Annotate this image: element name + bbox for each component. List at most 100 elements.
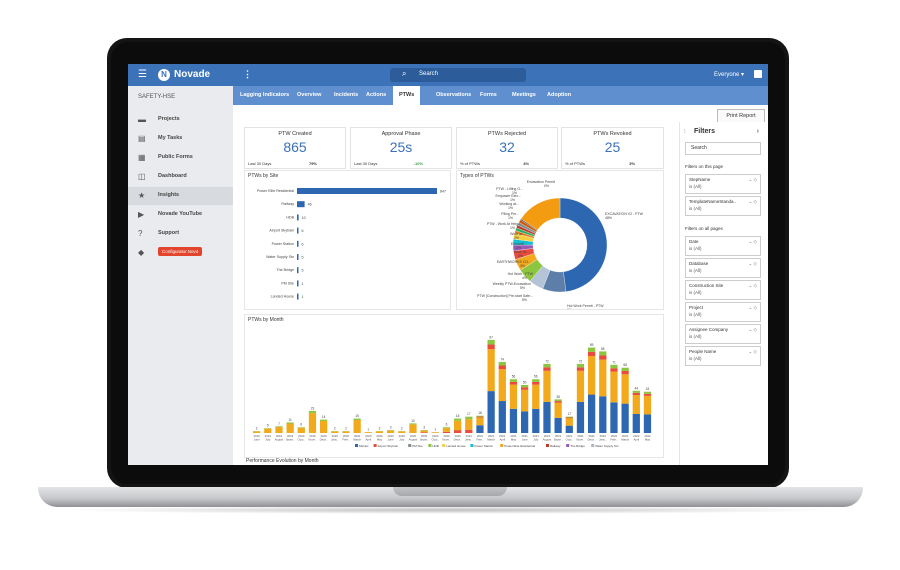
month-bar-segment[interactable] — [521, 385, 529, 388]
month-bar-segment[interactable] — [565, 416, 573, 418]
month-bar-segment[interactable] — [297, 427, 305, 428]
month-bar-segment[interactable] — [532, 379, 540, 382]
month-bar-segment[interactable] — [275, 426, 283, 433]
month-bar-segment[interactable] — [465, 419, 473, 430]
user-icon[interactable] — [754, 70, 762, 78]
filter-options-icon[interactable]: ⌄ ◇ — [748, 305, 757, 310]
month-bar-segment[interactable] — [554, 401, 562, 403]
sidebar-item-insights[interactable]: ★ Insights — [128, 187, 233, 205]
sidebar-item-support[interactable]: ? Support — [128, 225, 233, 243]
sidebar-item-my-tasks[interactable]: ▤ My Tasks — [128, 130, 233, 148]
search-bar[interactable]: ⌕ Search — [390, 68, 526, 82]
sidebar-item-public-forms[interactable]: ▦ Public Forms — [128, 149, 233, 167]
month-bar-segment[interactable] — [632, 390, 640, 393]
month-bar-segment[interactable] — [543, 370, 551, 402]
month-bar-segment[interactable] — [599, 351, 607, 356]
month-bar-segment[interactable] — [420, 430, 428, 433]
month-bar-segment[interactable] — [532, 408, 540, 433]
site-bar[interactable] — [297, 188, 437, 194]
month-bar-segment[interactable] — [632, 392, 640, 395]
month-bar-segment[interactable] — [509, 381, 518, 385]
month-bar-segment[interactable] — [442, 431, 451, 433]
month-bar-segment[interactable] — [588, 351, 596, 357]
tab-incidents[interactable]: Incidents — [334, 92, 359, 98]
month-bar-segment[interactable] — [364, 432, 372, 433]
month-bar-segment[interactable] — [554, 402, 562, 418]
month-bar-segment[interactable] — [554, 399, 562, 402]
month-bar-segment[interactable] — [454, 430, 462, 433]
filter-options-icon[interactable]: ⌄ ◇ — [748, 349, 757, 354]
month-bar-segment[interactable] — [532, 384, 540, 409]
month-bar-segment[interactable] — [320, 419, 328, 421]
month-bar-segment[interactable] — [498, 369, 506, 402]
site-bar[interactable] — [297, 267, 299, 274]
month-bar-segment[interactable] — [476, 415, 484, 417]
site-bar[interactable] — [297, 227, 299, 234]
filter-options-icon[interactable]: ⌄ ◇ — [748, 261, 757, 266]
filter-card[interactable]: People Name is (All) ⌄ ◇ — [685, 346, 761, 366]
month-bar-segment[interactable] — [621, 367, 629, 371]
month-bar-segment[interactable] — [521, 411, 529, 433]
sidebar-item-novade-youtube[interactable]: ▶ Novade YouTube — [128, 206, 233, 224]
menu-icon[interactable]: ☰ — [138, 69, 147, 80]
month-bar-segment[interactable] — [353, 418, 361, 421]
month-bar-segment[interactable] — [487, 391, 495, 433]
month-bar-segment[interactable] — [476, 425, 484, 433]
print-report-button[interactable]: Print Report — [717, 109, 765, 123]
month-bar-segment[interactable] — [610, 368, 618, 372]
month-bar-segment[interactable] — [554, 417, 562, 433]
month-bar-segment[interactable] — [543, 363, 551, 368]
month-bar-segment[interactable] — [610, 364, 618, 369]
user-selector[interactable]: Everyone ▾ — [714, 72, 745, 78]
month-bar-segment[interactable] — [308, 413, 317, 433]
month-bar-segment[interactable] — [576, 401, 585, 433]
month-bar-segment[interactable] — [509, 408, 518, 433]
month-bar-segment[interactable] — [509, 379, 518, 382]
collapse-filters-icon[interactable]: › — [756, 128, 759, 135]
month-bar-segment[interactable] — [643, 393, 652, 396]
month-bar-segment[interactable] — [599, 396, 607, 433]
filter-card[interactable]: Date is (All) ⌄ ◇ — [685, 236, 761, 256]
month-bar-segment[interactable] — [253, 431, 261, 433]
month-bar-segment[interactable] — [487, 339, 495, 345]
site-bar[interactable] — [297, 254, 299, 260]
pie-slice[interactable] — [559, 197, 608, 292]
month-bar-segment[interactable] — [610, 371, 618, 403]
month-bar-segment[interactable] — [342, 431, 350, 433]
month-bar-segment[interactable] — [286, 422, 294, 424]
filter-card[interactable]: Construction Site is (All) ⌄ ◇ — [685, 280, 761, 300]
month-bar-segment[interactable] — [588, 356, 596, 395]
month-bar-segment[interactable] — [465, 416, 473, 420]
filter-card[interactable]: StepName is (All) ⌄ ◇ — [685, 174, 761, 194]
filter-search-input[interactable]: Search — [685, 142, 761, 155]
month-bar-segment[interactable] — [576, 367, 585, 371]
month-bar-segment[interactable] — [632, 394, 640, 414]
filter-options-icon[interactable]: ⌄ ◇ — [748, 283, 757, 288]
tab-actions[interactable]: Actions — [366, 92, 387, 98]
month-bar-segment[interactable] — [588, 394, 596, 433]
month-bar-segment[interactable] — [521, 387, 529, 390]
month-bar-segment[interactable] — [375, 431, 384, 433]
sidebar-item-configurator-nov4[interactable]: ◆ Configurator.Nov4 — [128, 244, 233, 262]
month-bar-segment[interactable] — [264, 428, 272, 433]
month-bar-segment[interactable] — [576, 363, 585, 368]
month-bar-segment[interactable] — [442, 427, 451, 429]
month-bar-segment[interactable] — [398, 431, 406, 433]
month-bar-segment[interactable] — [532, 381, 540, 385]
month-bar-segment[interactable] — [431, 432, 439, 433]
more-options-icon[interactable]: ⋮ — [243, 69, 252, 79]
month-bar-segment[interactable] — [454, 418, 462, 421]
month-bar-segment[interactable] — [498, 365, 506, 370]
month-bar-segment[interactable] — [543, 367, 551, 371]
month-bar-segment[interactable] — [297, 427, 305, 433]
month-bar-segment[interactable] — [509, 384, 518, 409]
month-bar-segment[interactable] — [621, 403, 629, 433]
site-bar[interactable] — [297, 214, 299, 221]
month-bar-segment[interactable] — [621, 370, 629, 375]
month-bar-segment[interactable] — [565, 417, 573, 419]
site-bar[interactable] — [297, 240, 299, 247]
month-bar-segment[interactable] — [487, 349, 495, 392]
month-bar-segment[interactable] — [576, 370, 585, 402]
month-bar-segment[interactable] — [498, 401, 506, 433]
tab-meetings[interactable]: Meetings — [512, 92, 536, 98]
